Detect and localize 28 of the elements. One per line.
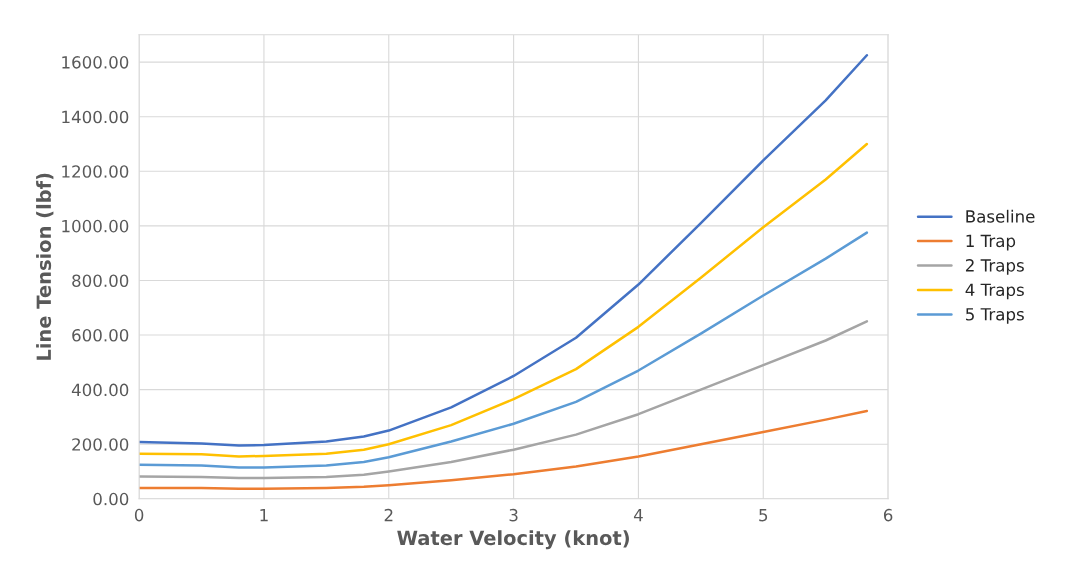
y-tick-label: 0.00 <box>93 492 129 506</box>
y-tick-label: 600.00 <box>72 329 129 342</box>
y-tick-label: 1600.00 <box>62 56 129 69</box>
y-tick-label: 800.00 <box>72 274 129 288</box>
y-axis-title: Line Tension (lbf) <box>36 173 54 360</box>
line-series <box>139 231 869 469</box>
legend-label: Baseline <box>966 209 1035 223</box>
y-tick-label: 400.00 <box>71 383 129 397</box>
x-tick-label: 4 <box>633 509 643 522</box>
x-tick-label: 2 <box>384 508 393 522</box>
y-tick-label: 200.00 <box>72 438 129 451</box>
legend-label: 2 Traps <box>965 259 1024 275</box>
line-series <box>139 320 869 480</box>
line-series <box>139 142 869 458</box>
y-tick-label: 1000.00 <box>62 219 129 233</box>
y-tick-label: 1400.00 <box>62 110 129 124</box>
x-tick-label: 1 <box>260 509 268 522</box>
line-series <box>139 54 869 447</box>
x-tick-label: 3 <box>509 508 518 522</box>
x-tick-label: 6 <box>883 508 893 522</box>
y-tick-label: 1200.00 <box>62 165 129 178</box>
legend-label: 5 Traps <box>966 308 1024 324</box>
line-series <box>139 409 869 490</box>
legend-label: 1 Trap <box>966 234 1016 251</box>
x-axis-title: Water Velocity (knot) <box>397 530 629 550</box>
legend-label: 4 Traps <box>965 283 1024 300</box>
x-tick-label: 0 <box>134 508 144 522</box>
x-tick-label: 5 <box>759 509 768 522</box>
